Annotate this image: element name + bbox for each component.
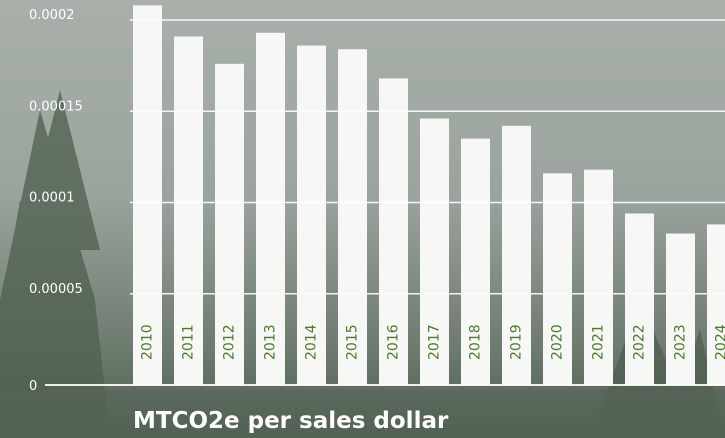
y-tick-label: 0 xyxy=(29,379,37,394)
x-tick-label: 2019 xyxy=(509,324,525,360)
bar xyxy=(625,213,654,385)
x-tick-label: 2023 xyxy=(673,324,689,360)
bar xyxy=(666,233,695,385)
x-tick-label: 2020 xyxy=(550,324,566,360)
x-tick-label: 2015 xyxy=(345,324,361,360)
bar xyxy=(297,45,326,386)
y-tick-label: 0.00015 xyxy=(29,99,83,114)
x-tick-label: 2016 xyxy=(386,324,402,360)
trees xyxy=(0,90,725,438)
bar xyxy=(133,5,162,386)
bar xyxy=(461,138,490,385)
x-tick-label: 2011 xyxy=(181,324,197,360)
x-tick-label: 2012 xyxy=(222,324,238,360)
bar xyxy=(584,169,613,385)
bar xyxy=(502,125,531,385)
x-tick-label: 2024 xyxy=(714,324,725,360)
bar xyxy=(338,49,367,385)
x-tick-label: 2022 xyxy=(632,324,648,360)
bar xyxy=(174,36,203,386)
y-tick-label: 0.0002 xyxy=(29,8,75,23)
bar xyxy=(543,173,572,385)
x-tick-label: 2013 xyxy=(263,324,279,360)
chart-title: MTCO2e per sales dollar xyxy=(133,408,449,434)
y-tick-label: 0.0001 xyxy=(29,191,75,206)
x-tick-label: 2014 xyxy=(304,324,320,360)
x-tick-label: 2018 xyxy=(468,324,484,360)
x-tick-label: 2017 xyxy=(427,324,443,360)
bar xyxy=(379,78,408,386)
y-tick-label: 0.00005 xyxy=(29,282,83,297)
ground-shade xyxy=(0,390,725,438)
bar xyxy=(256,32,285,386)
bar xyxy=(215,63,244,386)
bar xyxy=(420,118,449,386)
bar xyxy=(707,224,725,385)
x-tick-label: 2010 xyxy=(140,324,156,360)
x-tick-label: 2021 xyxy=(591,324,607,360)
